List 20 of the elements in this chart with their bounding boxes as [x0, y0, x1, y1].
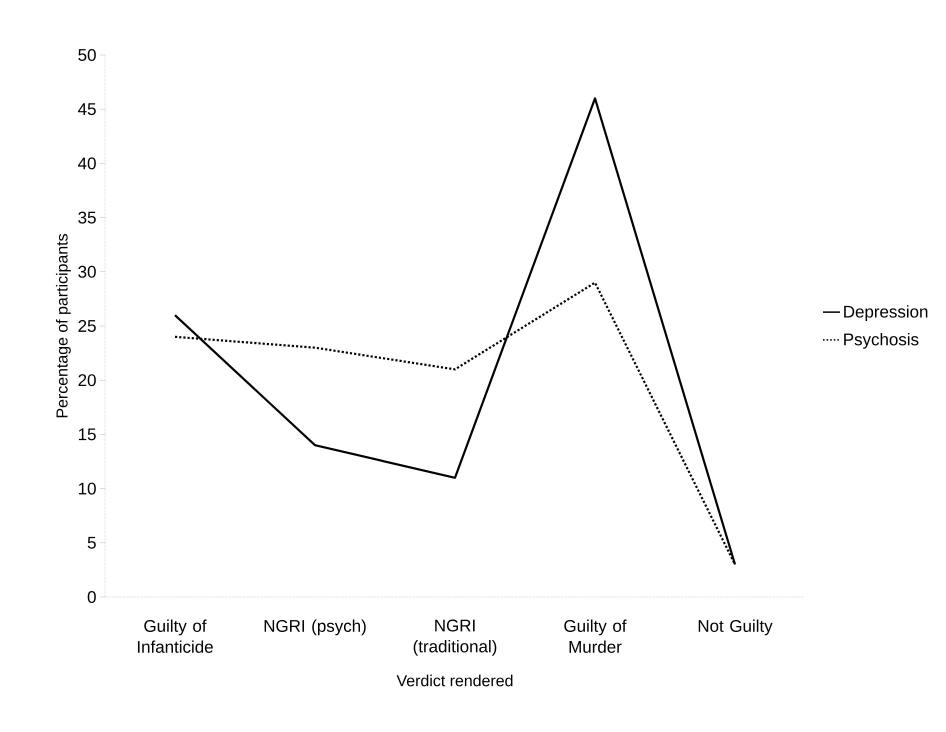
y-tick-label: 40	[78, 157, 96, 170]
y-tick-label: 20	[78, 374, 96, 386]
y-tick-label: 50	[78, 49, 96, 61]
y-tick-label: 0	[88, 591, 96, 603]
y-axis-title: Percentage of participants	[56, 234, 71, 418]
y-tick-label: 35	[78, 212, 96, 224]
legend-label: Depression	[844, 305, 928, 322]
x-tick-label: NGRI (traditional)	[414, 620, 496, 656]
y-tick-label: 5	[88, 536, 96, 549]
x-tick-label: Not Guilty	[698, 620, 773, 636]
x-tick-label: NGRI (psych)	[264, 620, 366, 636]
legend-label: Psychosis	[844, 332, 918, 349]
y-tick-label: 10	[78, 482, 96, 495]
y-tick-label: 15	[78, 428, 96, 440]
y-tick-label: 25	[78, 320, 96, 332]
x-tick-label: Guilty of Murder	[564, 620, 627, 653]
x-tick-label: Guilty of Infanticide	[138, 620, 213, 653]
x-axis-title: Verdict rendered	[396, 674, 512, 686]
y-tick-label: 30	[78, 266, 96, 278]
y-tick-label: 45	[78, 103, 96, 116]
